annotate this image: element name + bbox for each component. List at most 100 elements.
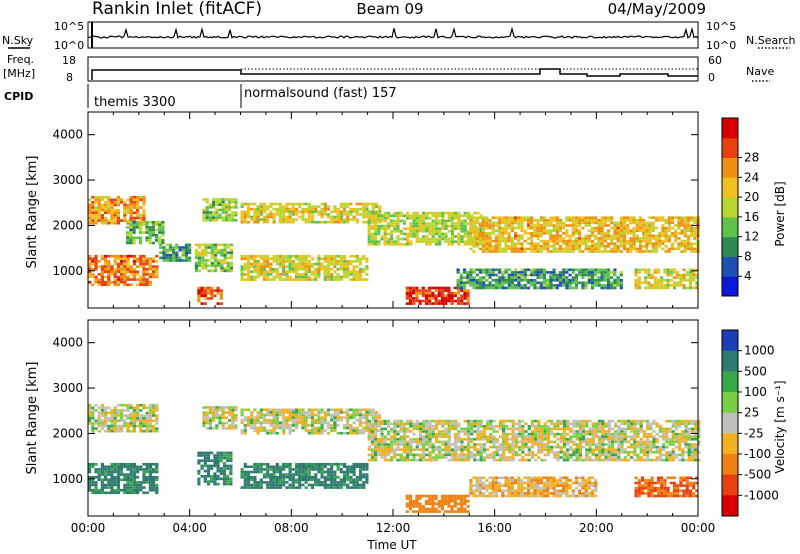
echo-cell bbox=[282, 215, 286, 219]
echo-cell bbox=[88, 475, 92, 479]
echo-cell bbox=[590, 286, 595, 290]
echo-cell bbox=[562, 224, 566, 227]
echo-cell bbox=[603, 216, 607, 219]
echo-cell bbox=[333, 486, 337, 489]
echo-cell bbox=[629, 237, 633, 240]
echo-cell bbox=[100, 465, 104, 469]
echo-cell bbox=[685, 273, 689, 277]
echo-cell bbox=[402, 214, 406, 217]
echo-cell bbox=[136, 201, 140, 204]
echo-cell bbox=[205, 416, 209, 420]
echo-cell bbox=[644, 286, 648, 290]
echo-cell bbox=[431, 435, 435, 438]
echo-cell bbox=[168, 248, 172, 252]
echo-cell bbox=[326, 213, 331, 216]
echo-cell bbox=[301, 278, 305, 281]
echo-cell bbox=[320, 267, 324, 271]
echo-cell bbox=[184, 251, 188, 254]
echo-cell bbox=[438, 432, 442, 436]
echo-cell bbox=[188, 256, 192, 260]
echo-cell bbox=[692, 268, 696, 272]
echo-cell bbox=[132, 257, 136, 261]
echo-cell bbox=[492, 427, 496, 431]
echo-cell bbox=[358, 207, 363, 211]
echo-cell bbox=[482, 268, 486, 272]
echo-cell bbox=[507, 268, 511, 272]
echo-cell bbox=[154, 233, 159, 237]
echo-cell bbox=[536, 242, 540, 245]
echo-cell bbox=[450, 237, 454, 241]
echo-cell bbox=[272, 260, 276, 263]
echo-cell bbox=[421, 291, 425, 295]
echo-cell bbox=[386, 240, 390, 243]
echo-cell bbox=[304, 424, 308, 427]
echo-cell bbox=[358, 213, 363, 216]
echo-cell bbox=[129, 270, 133, 274]
echo-cell bbox=[558, 226, 563, 230]
echo-cell bbox=[367, 438, 371, 441]
echo-cell bbox=[294, 270, 299, 274]
echo-cell bbox=[521, 448, 525, 451]
echo-cell bbox=[282, 265, 286, 268]
echo-cell bbox=[648, 237, 652, 240]
echo-cell bbox=[320, 483, 324, 487]
echo-cell bbox=[475, 232, 479, 235]
echo-cell bbox=[262, 257, 267, 261]
echo-cell bbox=[434, 240, 438, 243]
echo-cell bbox=[409, 451, 413, 454]
echo-cell bbox=[485, 216, 489, 219]
echo-cell bbox=[632, 229, 636, 232]
echo-cell bbox=[690, 226, 694, 230]
echo-cell bbox=[142, 231, 146, 234]
echo-cell bbox=[310, 257, 315, 261]
echo-cell bbox=[438, 435, 442, 438]
echo-cell bbox=[425, 224, 429, 228]
echo-cell bbox=[383, 443, 387, 446]
echo-cell bbox=[88, 260, 92, 263]
echo-cell bbox=[307, 270, 311, 274]
echo-cell bbox=[304, 475, 308, 479]
echo-cell bbox=[213, 243, 218, 247]
echo-cell bbox=[291, 486, 295, 489]
echo-cell bbox=[546, 219, 550, 222]
echo-cell bbox=[568, 234, 572, 238]
echo-cell bbox=[365, 205, 369, 208]
echo-cell bbox=[644, 281, 648, 285]
echo-cell bbox=[243, 462, 247, 466]
echo-cell bbox=[422, 219, 426, 223]
echo-cell bbox=[330, 424, 334, 427]
echo-cell bbox=[390, 445, 394, 449]
echo-cell bbox=[132, 262, 136, 266]
echo-cell bbox=[463, 232, 467, 236]
echo-cell bbox=[132, 483, 136, 487]
echo-cell bbox=[224, 203, 228, 206]
echo-cell bbox=[425, 419, 429, 423]
echo-cell bbox=[454, 448, 458, 451]
echo-cell bbox=[155, 260, 159, 263]
echo-cell bbox=[663, 278, 667, 282]
echo-cell bbox=[488, 250, 492, 253]
echo-cell bbox=[409, 230, 413, 233]
echo-cell bbox=[234, 206, 238, 209]
echo-cell bbox=[298, 210, 302, 214]
echo-cell bbox=[162, 246, 166, 249]
echo-cell bbox=[406, 435, 410, 438]
echo-cell bbox=[460, 219, 464, 223]
echo-cell bbox=[368, 426, 372, 430]
echo-cell bbox=[670, 219, 675, 222]
echo-cell bbox=[223, 254, 227, 257]
echo-cell bbox=[418, 432, 422, 436]
echo-cell bbox=[113, 221, 117, 225]
echo-cell bbox=[266, 468, 270, 471]
echo-cell bbox=[508, 451, 512, 454]
echo-cell bbox=[425, 448, 429, 451]
echo-cell bbox=[181, 254, 185, 257]
echo-cell bbox=[326, 260, 331, 263]
echo-cell bbox=[310, 218, 315, 221]
echo-cell bbox=[581, 286, 585, 290]
echo-cell bbox=[310, 486, 315, 489]
echo-cell bbox=[680, 224, 684, 227]
echo-cell bbox=[120, 409, 124, 412]
echo-cell bbox=[94, 195, 98, 199]
echo-cell bbox=[132, 486, 136, 489]
